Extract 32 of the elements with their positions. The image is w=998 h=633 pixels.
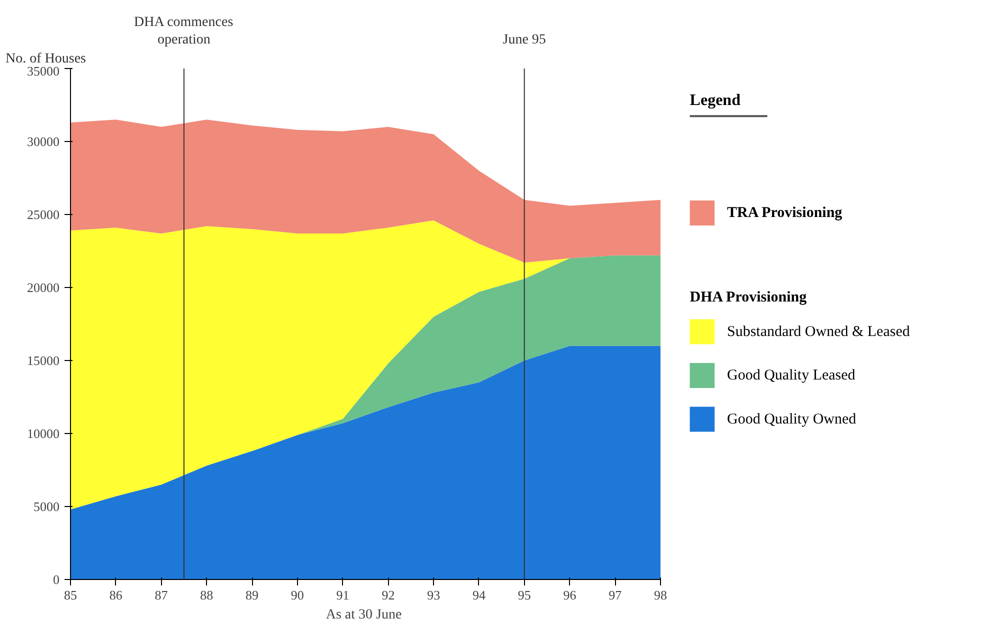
x-tick-label: 94 xyxy=(472,588,486,602)
y-tick-label: 35000 xyxy=(27,64,60,78)
x-tick-label: 92 xyxy=(382,588,395,602)
y-tick-label: 25000 xyxy=(27,207,60,222)
x-tick-label: 93 xyxy=(427,588,440,602)
x-tick-label: 85 xyxy=(64,588,77,602)
x-tick-label: 98 xyxy=(654,588,667,602)
x-tick-label: 91 xyxy=(336,588,350,602)
y-tick-label: 30000 xyxy=(27,134,60,149)
x-tick-label: 96 xyxy=(563,588,577,602)
legend-title: Legend xyxy=(690,92,741,109)
ref-line-label: June 95 xyxy=(502,32,546,48)
x-tick-label: 97 xyxy=(608,588,622,602)
legend-label: Good Quality Leased xyxy=(727,368,856,384)
y-tick-label: 20000 xyxy=(27,280,60,295)
x-tick-label: 95 xyxy=(518,588,531,602)
ref-line-label: DHA commences operation xyxy=(134,14,234,48)
y-axis-title: No. of Houses xyxy=(6,52,86,66)
y-tick-label: 10000 xyxy=(27,426,60,441)
x-tick-label: 90 xyxy=(290,588,304,602)
x-tick-label: 89 xyxy=(246,588,259,602)
x-tick-label: 87 xyxy=(154,588,168,602)
x-axis-title: As at 30 June xyxy=(326,608,402,622)
y-tick-label: 15000 xyxy=(27,353,60,368)
legend-label: Good Quality Owned xyxy=(727,411,857,428)
x-tick-label: 86 xyxy=(109,588,123,602)
legend-label: Substandard Owned & Leased xyxy=(727,324,910,340)
y-tick-label: 0 xyxy=(53,572,60,587)
y-tick-label: 5000 xyxy=(34,499,60,514)
text: DHA Provisioning xyxy=(690,289,808,306)
legend-label: TRA Provisioning xyxy=(727,205,843,221)
x-tick-label: 88 xyxy=(200,588,214,602)
